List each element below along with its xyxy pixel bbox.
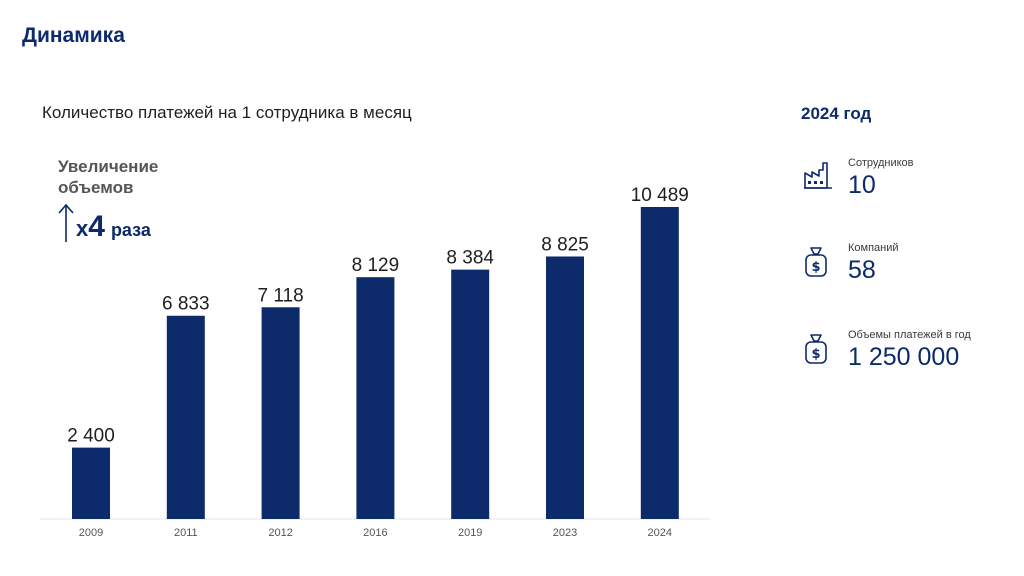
data-label-2011: 6 833 <box>162 294 210 315</box>
x-tick-2011: 2011 <box>174 527 198 539</box>
stat-value: 58 <box>848 256 876 284</box>
stat-label: Компаний <box>848 242 899 254</box>
svg-text:$: $ <box>811 347 820 362</box>
x-tick-2012: 2012 <box>268 527 292 539</box>
bar-2012 <box>261 307 300 519</box>
growth-label: Увеличение объемов <box>58 157 159 197</box>
bar-2009 <box>72 447 110 519</box>
stat-label: Сотрудников <box>848 157 914 169</box>
stat-value: 1 250 000 <box>848 343 960 371</box>
arrow-up-icon <box>58 202 74 242</box>
data-label-2023: 8 825 <box>541 234 589 255</box>
money-bag-icon: $ <box>803 333 829 370</box>
bar-2023 <box>546 256 584 519</box>
bar-2016 <box>356 277 395 519</box>
growth-row: x 4 раза <box>58 202 198 242</box>
chart-title: Количество платежей на 1 сотрудника в ме… <box>42 103 412 122</box>
growth-callout: Увеличение объемов x 4 раза <box>58 156 198 242</box>
growth-unit: раза <box>110 220 151 240</box>
bar-2011 <box>166 315 205 519</box>
data-label-2019: 8 384 <box>446 248 494 269</box>
growth-factor: 4 <box>88 210 105 243</box>
data-label-2024: 10 489 <box>631 185 689 206</box>
page-title: Динамика <box>22 24 125 47</box>
x-tick-2023: 2023 <box>553 527 577 539</box>
growth-prefix: x <box>76 216 89 241</box>
x-tick-2016: 2016 <box>363 527 387 539</box>
money-bag-icon: $ <box>803 246 829 283</box>
x-tick-2024: 2024 <box>648 527 672 539</box>
factory-icon <box>803 161 833 194</box>
x-tick-2009: 2009 <box>79 527 103 539</box>
data-label-2016: 8 129 <box>352 255 400 276</box>
x-tick-2019: 2019 <box>458 527 482 539</box>
stat-value: 10 <box>848 171 876 199</box>
stat-label: Объемы платежей в год <box>848 329 971 341</box>
data-label-2009: 2 400 <box>67 426 115 447</box>
svg-text:$: $ <box>811 260 820 275</box>
data-label-2012: 7 118 <box>258 285 304 306</box>
bar-2019 <box>451 269 490 519</box>
side-title: 2024 год <box>801 104 872 123</box>
bar-2024 <box>640 207 679 519</box>
